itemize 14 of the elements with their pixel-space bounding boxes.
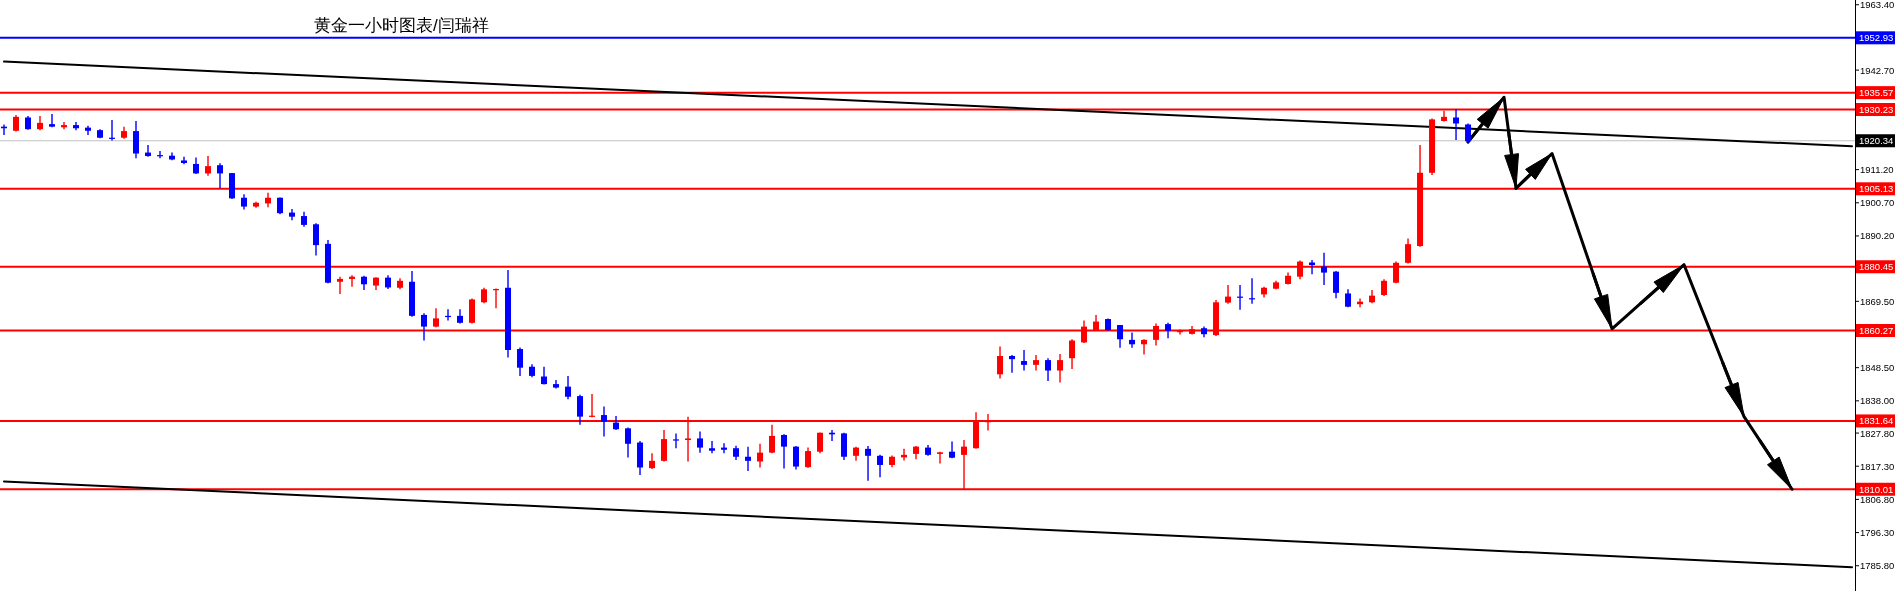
y-tick-label: 1963.40 [1860,0,1895,11]
y-tick-label: 1900.70 [1860,197,1895,209]
y-tick-label: 1796.30 [1860,527,1895,539]
y-tick-label: 1838.00 [1860,395,1895,407]
text: 黄金一小时图表/闫瑞祥 [314,15,489,35]
y-tick-label: 1785.80 [1860,560,1895,572]
y-tick-label: 1806.80 [1860,493,1895,505]
y-tick-label: 1942.70 [1860,64,1895,76]
y-tick-label: 1817.30 [1860,460,1895,472]
y-tick-label: 1848.50 [1860,362,1895,374]
y-tick-label: 1869.50 [1860,295,1895,307]
y-tick-label: 1827.80 [1860,427,1895,439]
y-tick-label: 1911.20 [1860,164,1894,176]
y-tick-label: 1890.20 [1860,230,1895,242]
